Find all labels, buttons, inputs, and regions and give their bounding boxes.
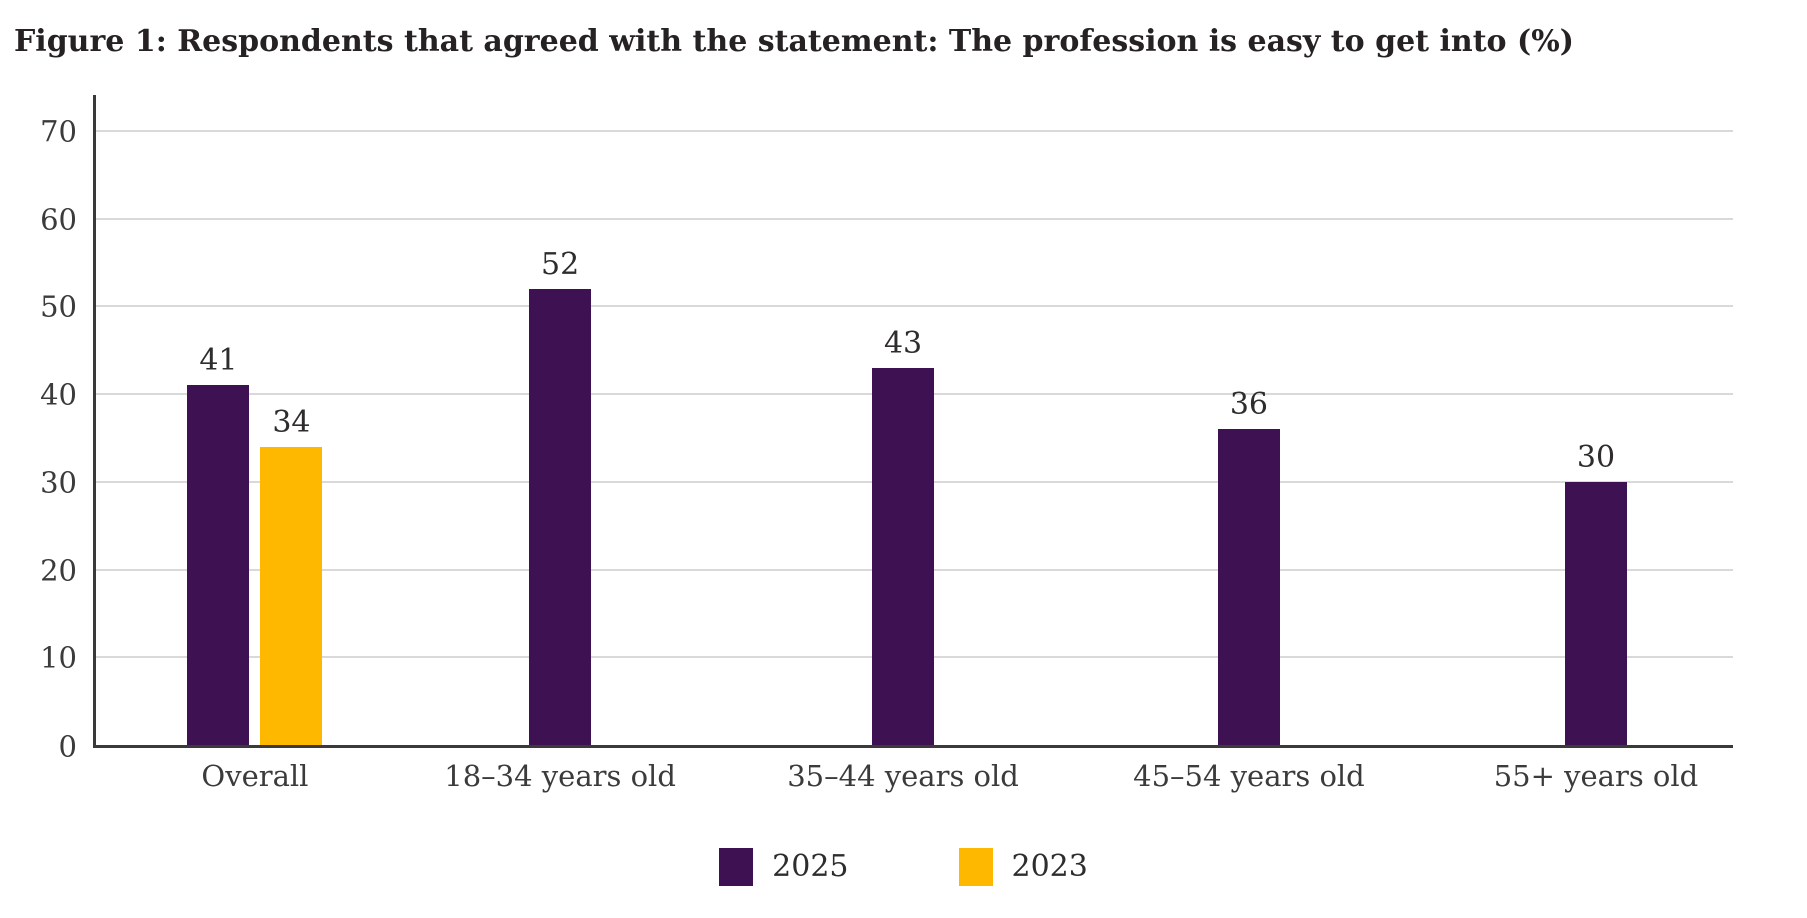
gridline [96, 217, 1733, 220]
legend-item: 2023 [958, 848, 1088, 886]
x-axis-category-label: 35–44 years old [787, 759, 1019, 793]
legend-item: 2025 [719, 848, 849, 886]
legend-label: 2025 [772, 849, 849, 884]
y-axis-tick-label: 10 [40, 640, 77, 675]
bar [260, 446, 323, 745]
gridline [96, 130, 1733, 132]
bar-value-label: 41 [199, 343, 238, 379]
bar-value-label: 34 [272, 404, 311, 440]
y-axis-tick-label: 50 [40, 289, 77, 324]
y-axis-tick-label: 70 [40, 114, 77, 149]
x-axis-category-label: 45–54 years old [1133, 759, 1365, 793]
bar [1217, 429, 1280, 745]
chart-title: Figure 1: Respondents that agreed with t… [14, 24, 1574, 59]
gridline [96, 305, 1733, 308]
bar-value-label: 43 [883, 325, 923, 361]
bar [1564, 481, 1627, 745]
bar [872, 367, 935, 745]
x-axis-category-label: 55+ years old [1493, 759, 1699, 793]
x-axis-category-label: 18–34 years old [444, 759, 676, 793]
bar [187, 385, 250, 745]
x-axis-category-label: Overall [201, 759, 309, 793]
legend: 2025 2023 [0, 848, 1807, 886]
y-axis-tick-label: 0 [58, 729, 77, 764]
plot-area: 0 10 20 30 40 50 60 70 41 34 Overall 52 18–34 years … [40, 95, 1733, 791]
legend-swatch [719, 848, 754, 886]
legend-swatch [958, 848, 993, 886]
y-axis-tick-label: 20 [40, 553, 77, 588]
bar-value-label: 52 [540, 246, 580, 282]
bar-value-label: 36 [1229, 387, 1269, 423]
y-axis-tick-label: 60 [40, 202, 77, 237]
bar-value-label: 30 [1576, 439, 1616, 475]
y-axis-tick-label: 40 [40, 377, 77, 412]
bar [529, 288, 592, 745]
legend-label: 2023 [1011, 849, 1088, 884]
y-axis-tick-label: 30 [40, 465, 77, 500]
